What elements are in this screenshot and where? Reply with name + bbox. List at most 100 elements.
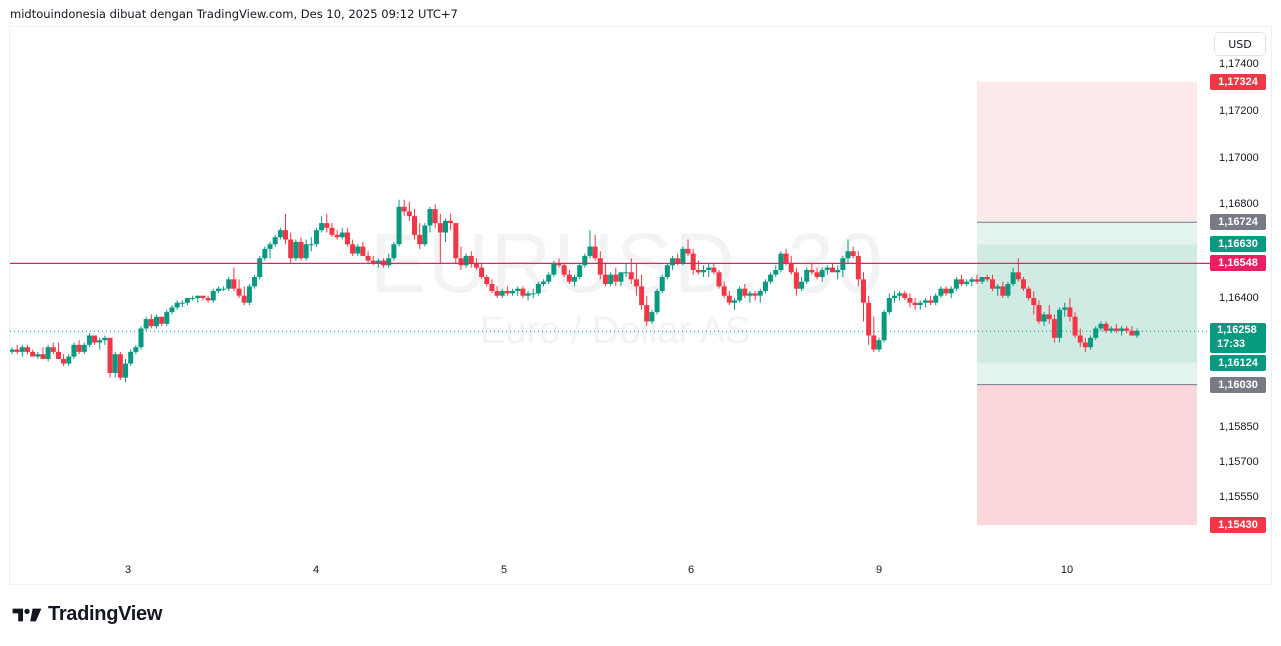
target-level-label: 1,16030 [1210, 376, 1266, 393]
candle-body [262, 248, 268, 259]
candle-body [184, 298, 190, 303]
candle-body [587, 246, 593, 256]
candle-body [654, 291, 660, 313]
candle-body [830, 267, 836, 273]
chart-header-attribution: midtouindonesia dibuat dengan TradingVie… [10, 7, 458, 21]
candle-body [1026, 288, 1032, 299]
candle-body [886, 298, 892, 313]
candle-body [1005, 284, 1011, 296]
candle-body [81, 344, 87, 352]
candle-body [1046, 314, 1052, 320]
candle-body [427, 209, 433, 226]
candle-body [231, 279, 237, 289]
candle-body [979, 276, 985, 282]
candle-body [293, 241, 299, 259]
candle-body [799, 281, 805, 289]
currency-button[interactable]: USD [1214, 32, 1266, 56]
candle-body [1113, 328, 1119, 331]
candle-body [252, 276, 258, 287]
candle-body [592, 246, 598, 259]
bar-countdown: 17:33 [1217, 338, 1246, 351]
candle-body [174, 302, 180, 308]
candle-body [396, 206, 402, 245]
candle-body [706, 267, 712, 270]
candle-body [1036, 305, 1042, 322]
chart-plot-area[interactable] [10, 27, 1210, 557]
candle-body [752, 293, 758, 296]
candle-body [582, 255, 588, 266]
candle-body [1098, 323, 1104, 329]
candle-body [922, 300, 928, 303]
candle-body [597, 258, 603, 275]
stop-loss-price-label: 1,17324 [1210, 73, 1266, 90]
candle-body [350, 244, 356, 254]
candle-body [535, 284, 541, 294]
candle-body [628, 272, 634, 280]
candle-body [757, 291, 763, 296]
candle-body [721, 286, 727, 296]
price-tick: 1,17000 [1219, 151, 1259, 164]
candle-body [30, 351, 36, 357]
candle-body [169, 307, 175, 313]
candle-body [783, 253, 789, 263]
candle-body [267, 244, 273, 249]
candle-body [623, 272, 629, 274]
stop-level-label: 1,16724 [1210, 214, 1266, 231]
candle-body [14, 349, 20, 352]
candle-body [556, 262, 562, 266]
candle-body [778, 253, 784, 270]
candle-body [1077, 335, 1083, 343]
candle-body [463, 255, 469, 266]
candle-body [35, 354, 41, 357]
tradingview-logo-text: TradingView [48, 603, 163, 625]
candle-body [788, 262, 794, 273]
candle-body [938, 288, 944, 296]
candle-body [45, 347, 51, 359]
tradingview-logo[interactable]: TradingView [12, 603, 162, 626]
candle-body [644, 305, 650, 322]
price-tick: 1,17200 [1219, 104, 1259, 117]
candle-body [107, 337, 113, 373]
upper-buffer-zone [977, 222, 1197, 245]
candle-body [55, 351, 61, 359]
candle-body [432, 209, 438, 224]
candle-body [360, 246, 366, 256]
candle-body [1134, 330, 1140, 336]
candle-body [195, 295, 201, 299]
candle-body [468, 255, 474, 263]
candle-body [633, 279, 639, 287]
candle-body [608, 274, 614, 285]
candle-body [664, 265, 670, 277]
candle-body [871, 335, 877, 350]
candle-body [241, 295, 247, 303]
candle-body [690, 253, 696, 270]
candle-body [71, 344, 77, 357]
candle-body [525, 293, 531, 296]
candle-body [153, 316, 159, 327]
candle-body [964, 281, 970, 285]
candle-body [659, 276, 665, 292]
candle-body [685, 248, 691, 254]
candle-body [1119, 328, 1125, 331]
candle-body [613, 274, 619, 282]
price-tick: 1,15700 [1219, 455, 1259, 468]
candle-body [1103, 323, 1109, 331]
description-watermark: Euro / Dollar AS [480, 310, 751, 352]
candle-body [344, 232, 350, 245]
candle-body [1041, 314, 1047, 322]
candle-body [138, 328, 144, 348]
candle-body [995, 286, 1001, 289]
candle-body [102, 337, 108, 341]
candlestick-chart[interactable] [10, 27, 1210, 557]
candle-body [566, 274, 572, 282]
time-tick: 6 [687, 564, 695, 576]
candle-body [10, 349, 15, 352]
price-tick: 1,16800 [1219, 198, 1259, 211]
candle-body [1072, 316, 1078, 336]
candle-body [308, 244, 314, 246]
candle-body [711, 267, 717, 273]
candle-body [272, 237, 278, 245]
time-tick: 4 [312, 564, 320, 576]
candle-body [840, 258, 846, 270]
candle-body [649, 312, 655, 322]
